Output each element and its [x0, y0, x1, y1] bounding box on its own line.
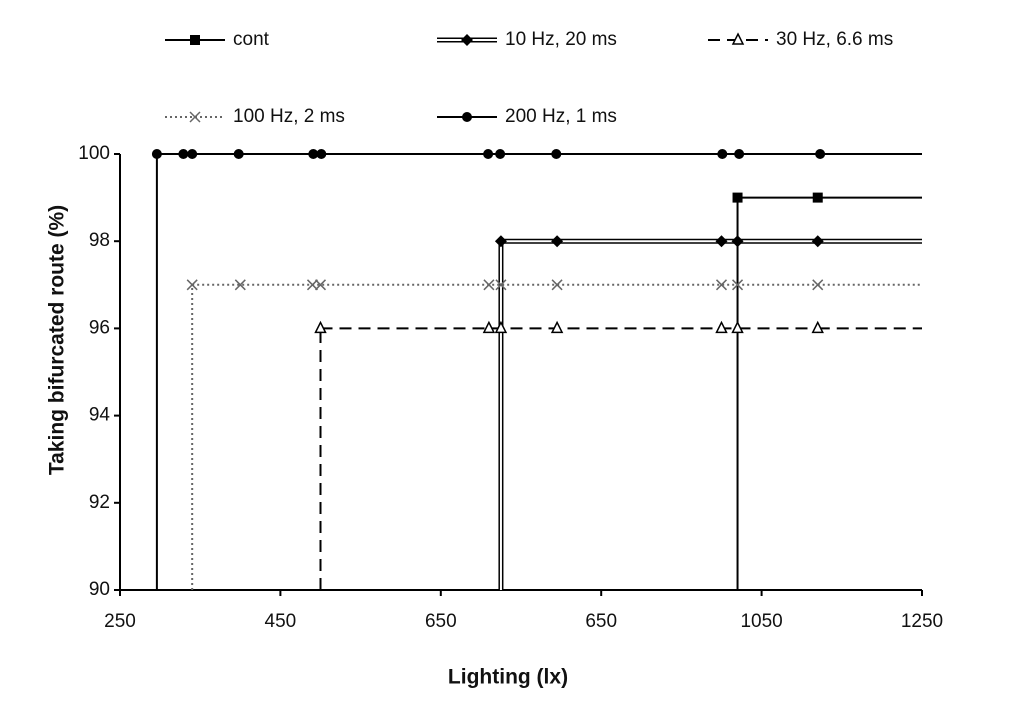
- legend-label: 10 Hz, 20 ms: [505, 29, 617, 50]
- marker: [151, 149, 162, 159]
- x-tick-label: 650: [425, 611, 457, 632]
- marker: [190, 35, 200, 45]
- marker: [550, 320, 564, 334]
- marker: [178, 149, 189, 159]
- x-axis-label: Lighting (lx): [448, 666, 568, 689]
- marker: [483, 149, 494, 159]
- legend-label: 200 Hz, 1 ms: [505, 106, 617, 127]
- marker: [494, 320, 508, 334]
- legend-label: 100 Hz, 2 ms: [233, 106, 345, 127]
- y-axis-label: Taking bifurcated route (%): [46, 205, 69, 475]
- marker: [462, 112, 472, 122]
- x-tick-label: 250: [104, 611, 136, 632]
- x-tick-label: 1050: [740, 611, 782, 632]
- legend-label: cont: [233, 29, 270, 50]
- marker: [811, 235, 824, 248]
- x-tick-label: 450: [265, 611, 297, 632]
- marker: [494, 235, 507, 248]
- marker: [732, 192, 743, 203]
- marker: [551, 149, 562, 159]
- marker: [551, 235, 564, 248]
- marker: [731, 235, 744, 248]
- marker: [811, 320, 824, 334]
- marker: [314, 279, 327, 291]
- y-tick-label: 94: [89, 405, 111, 426]
- marker: [815, 149, 826, 159]
- marker: [734, 149, 745, 159]
- x-tick-label: 650: [585, 611, 617, 632]
- marker: [483, 279, 495, 291]
- marker: [732, 279, 744, 291]
- marker: [234, 279, 246, 291]
- marker: [461, 34, 473, 46]
- marker: [715, 235, 728, 248]
- marker: [551, 279, 563, 291]
- marker: [715, 320, 728, 334]
- marker: [186, 279, 198, 291]
- marker: [717, 149, 728, 159]
- marker: [233, 149, 244, 159]
- y-tick-label: 90: [89, 579, 110, 600]
- marker: [731, 320, 744, 334]
- marker: [189, 111, 201, 123]
- marker: [812, 279, 824, 291]
- x-tick-label: 1250: [901, 611, 943, 632]
- marker: [306, 279, 319, 291]
- marker: [495, 149, 506, 159]
- marker: [314, 320, 327, 334]
- y-tick-label: 100: [78, 143, 110, 164]
- y-tick-label: 96: [89, 317, 110, 338]
- marker: [731, 32, 745, 45]
- marker: [812, 192, 823, 203]
- marker: [715, 279, 728, 291]
- y-tick-label: 92: [89, 492, 110, 513]
- marker: [482, 320, 496, 334]
- marker: [316, 149, 327, 159]
- y-tick-label: 98: [89, 230, 110, 251]
- marker: [187, 149, 198, 159]
- marker: [495, 279, 507, 291]
- marker: [308, 149, 319, 159]
- legend-label: 30 Hz, 6.6 ms: [776, 29, 893, 50]
